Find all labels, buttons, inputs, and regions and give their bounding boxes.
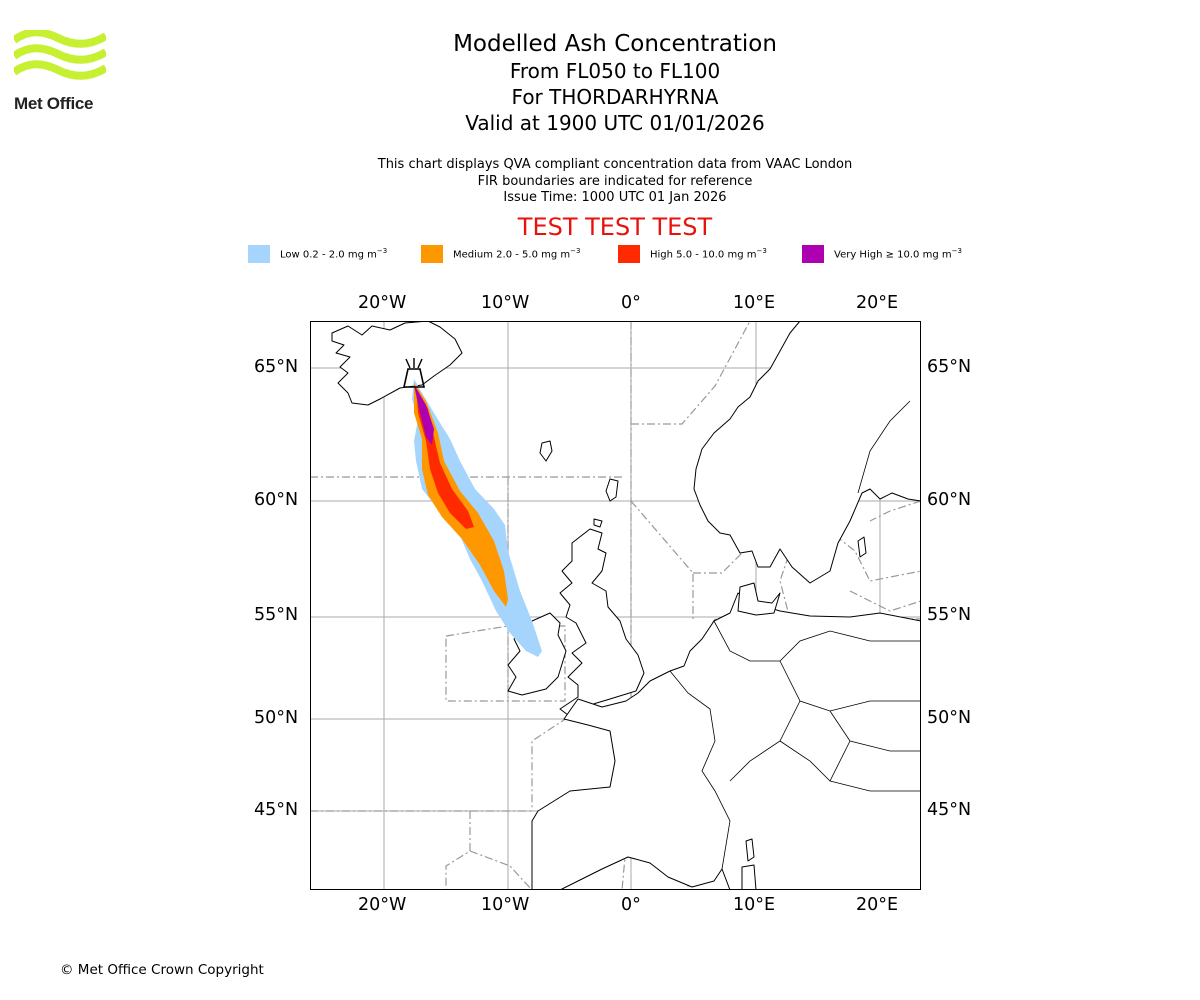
lon-tick-bottom-0: 0° xyxy=(621,895,641,915)
legend-item-medium: Medium 2.0 - 5.0 mg m−3 xyxy=(421,244,580,264)
legend-item-high: High 5.0 - 10.0 mg m−3 xyxy=(618,244,767,264)
met-office-waves-icon xyxy=(14,30,106,80)
legend-label: Very High ≥ 10.0 mg m−3 xyxy=(834,247,962,261)
country-borders xyxy=(669,400,921,870)
lon-tick-top-10w: 10°W xyxy=(481,293,530,313)
lat-tick-left-50n: 50°N xyxy=(254,708,299,728)
volcano-icon xyxy=(403,358,425,388)
lon-tick-top-10e: 10°E xyxy=(733,293,776,313)
corsica xyxy=(745,838,755,862)
lon-tick-bottom-20e: 20°E xyxy=(856,895,899,915)
met-office-logo: Met Office xyxy=(14,30,106,114)
legend-label: Low 0.2 - 2.0 mg m−3 xyxy=(280,247,388,261)
lat-tick-left-55n: 55°N xyxy=(254,605,299,625)
flight-level-range: From FL050 to FL100 xyxy=(509,59,721,83)
ash-map xyxy=(310,321,921,890)
lat-tick-right-45n: 45°N xyxy=(927,800,972,820)
lat-tick-right-65n: 65°N xyxy=(927,357,972,377)
sardinia xyxy=(741,864,757,890)
info-line-compliance: This chart displays QVA compliant concen… xyxy=(377,157,853,172)
plume-medium xyxy=(414,383,508,607)
lat-tick-left-60n: 60°N xyxy=(254,490,299,510)
shetland xyxy=(605,478,619,502)
lat-tick-left-45n: 45°N xyxy=(254,800,299,820)
lon-tick-bottom-10w: 10°W xyxy=(481,895,530,915)
ash-plume xyxy=(412,379,542,657)
legend-item-very-high: Very High ≥ 10.0 mg m−3 xyxy=(802,244,962,264)
chart-titles: Modelled Ash Concentration From FL050 to… xyxy=(315,30,915,136)
legend-swatch xyxy=(421,245,443,263)
volcano-name: For THORDARHYRNA xyxy=(511,85,719,109)
lon-tick-top-20w: 20°W xyxy=(358,293,407,313)
info-line-issue-time: Issue Time: 1000 UTC 01 Jan 2026 xyxy=(503,190,727,205)
lat-tick-right-50n: 50°N xyxy=(927,708,972,728)
legend-label: High 5.0 - 10.0 mg m−3 xyxy=(650,247,767,261)
info-line-fir: FIR boundaries are indicated for referen… xyxy=(477,173,753,189)
lat-tick-right-60n: 60°N xyxy=(927,490,972,510)
continental-europe xyxy=(531,592,921,890)
map-frame xyxy=(310,321,921,890)
legend-label: Medium 2.0 - 5.0 mg m−3 xyxy=(453,247,581,261)
test-banner: TEST TEST TEST xyxy=(517,213,713,241)
legend-swatch xyxy=(248,245,270,263)
lon-tick-bottom-10e: 10°E xyxy=(733,895,776,915)
lon-tick-bottom-20w: 20°W xyxy=(358,895,407,915)
copyright-notice: © Met Office Crown Copyright xyxy=(60,962,264,978)
lat-tick-right-55n: 55°N xyxy=(927,605,972,625)
lat-tick-left-65n: 65°N xyxy=(254,357,299,377)
denmark xyxy=(737,582,781,616)
scandinavia xyxy=(693,321,921,584)
coastlines xyxy=(331,321,921,890)
logo-wordmark: Met Office xyxy=(14,94,94,113)
legend-item-low: Low 0.2 - 2.0 mg m−3 xyxy=(248,244,387,264)
chart-info: This chart displays QVA compliant concen… xyxy=(315,157,915,207)
faroe-islands xyxy=(539,440,553,462)
orkney xyxy=(593,518,603,528)
lon-tick-top-20e: 20°E xyxy=(856,293,899,313)
chart-title: Modelled Ash Concentration xyxy=(453,31,777,57)
valid-time: Valid at 1900 UTC 01/01/2026 xyxy=(465,111,765,135)
legend-swatch xyxy=(802,245,824,263)
gotland xyxy=(857,536,867,558)
lon-tick-top-0: 0° xyxy=(621,293,641,313)
legend-swatch xyxy=(618,245,640,263)
plume-very-high xyxy=(414,385,434,445)
